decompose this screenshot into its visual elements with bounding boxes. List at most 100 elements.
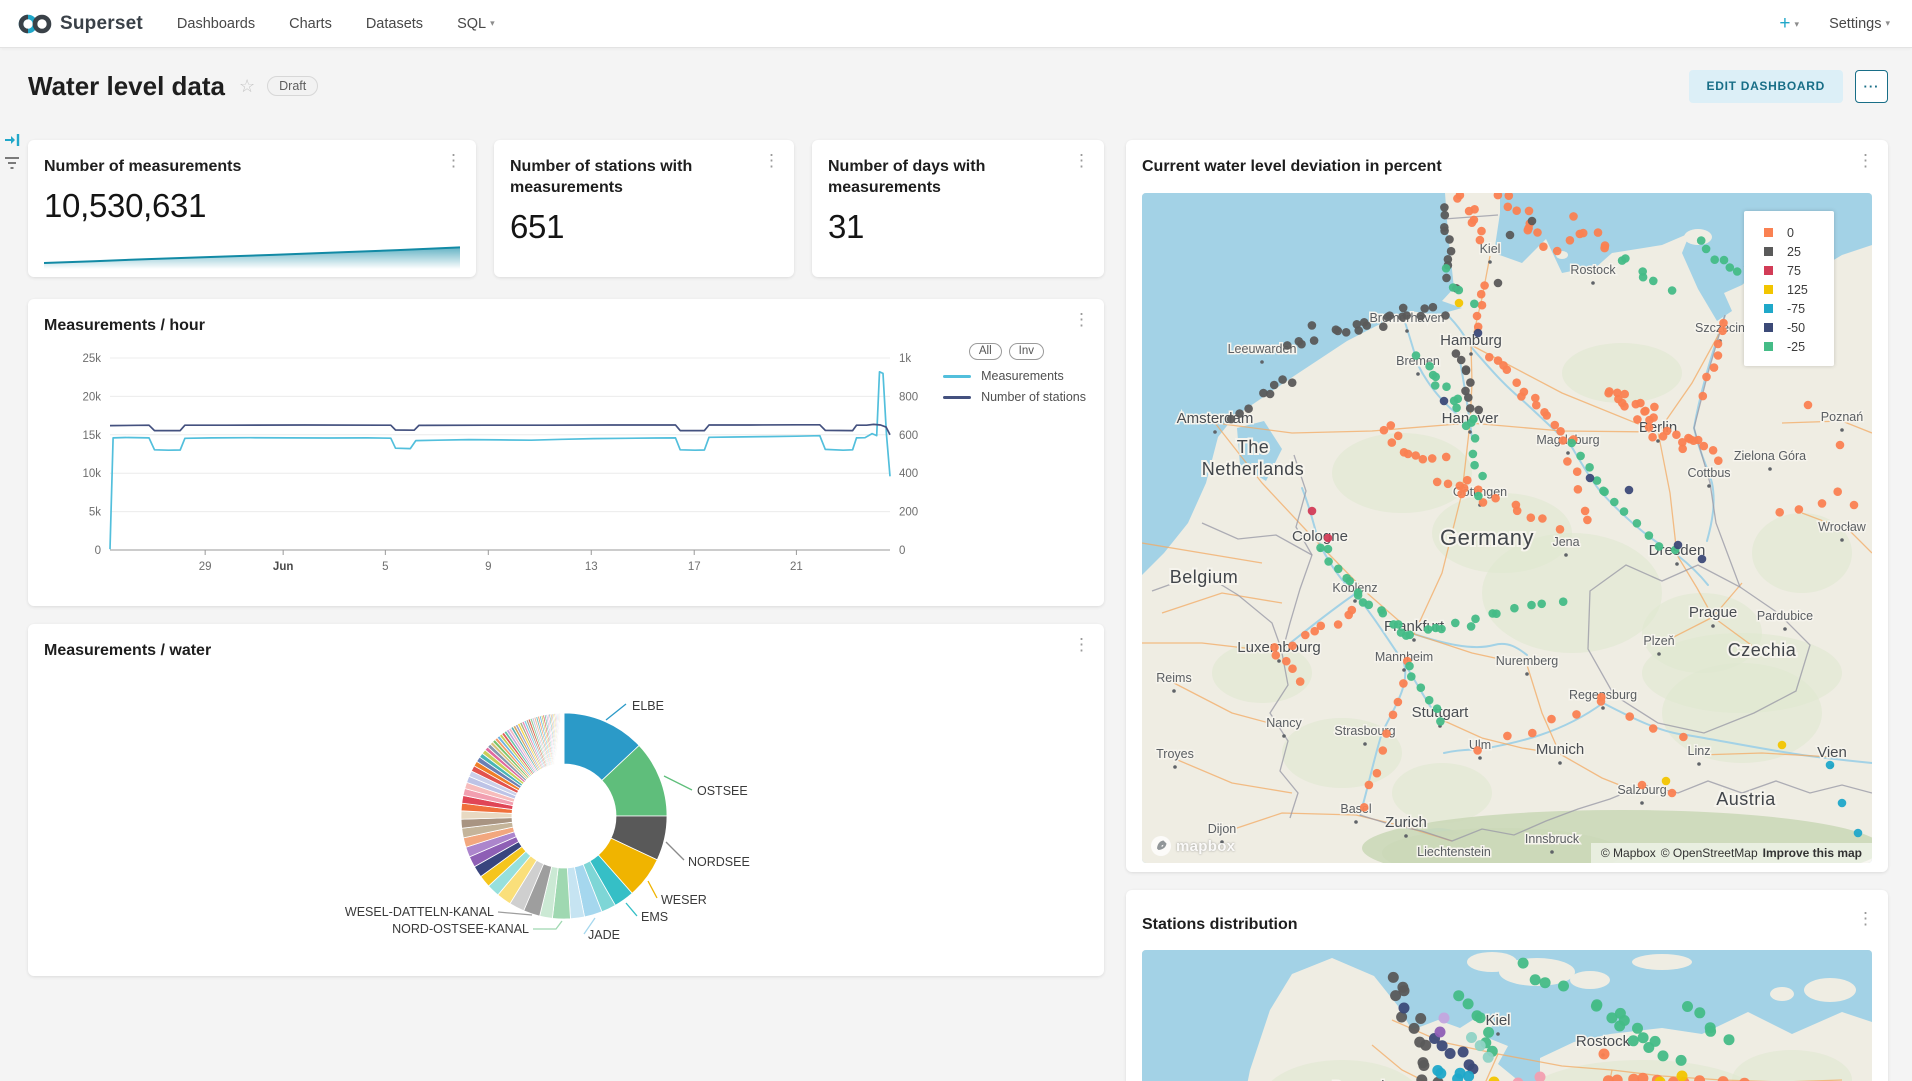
legend-label: -50: [1787, 321, 1805, 335]
svg-text:Austria: Austria: [1716, 789, 1776, 809]
map-legend-item[interactable]: 125: [1764, 280, 1834, 299]
chart-menu-kebab-icon[interactable]: ⋮: [1851, 150, 1880, 171]
svg-text:Jena: Jena: [1552, 535, 1579, 549]
legend-color-swatch: [1764, 323, 1773, 332]
legend-label: 75: [1787, 264, 1801, 278]
chart-menu-kebab-icon[interactable]: ⋮: [1067, 150, 1096, 171]
improve-map-link[interactable]: Improve this map: [1763, 846, 1862, 860]
water-chart-card: Measurements / water ⋮ ELBEOSTSEENORDSEE…: [28, 624, 1104, 976]
top-navbar: Superset Dashboards Charts Datasets SQL▾…: [0, 0, 1912, 48]
settings-menu[interactable]: Settings▾: [1829, 16, 1890, 32]
mapbox-logo[interactable]: mapbox: [1150, 835, 1235, 857]
map-attribution: © Mapbox © OpenStreetMap Improve this ma…: [1591, 843, 1872, 863]
legend-color-swatch: [1764, 228, 1773, 237]
svg-text:Nuremberg: Nuremberg: [1496, 654, 1559, 668]
mapbox-attribution-link[interactable]: © Mapbox: [1601, 846, 1656, 860]
expand-filter-bar-icon[interactable]: [4, 132, 22, 148]
svg-text:Nancy: Nancy: [1266, 716, 1302, 730]
svg-text:200: 200: [899, 507, 918, 519]
svg-text:OSTSEE: OSTSEE: [697, 784, 748, 798]
svg-text:Vien: Vien: [1817, 744, 1847, 761]
nav-item-sql[interactable]: SQL▾: [457, 16, 495, 32]
add-new-button[interactable]: +▾: [1779, 13, 1799, 35]
superset-infinity-icon: [18, 12, 52, 36]
svg-text:Berlin: Berlin: [1639, 419, 1677, 436]
map-legend-item[interactable]: 0: [1764, 223, 1834, 242]
chevron-down-icon: ▾: [490, 18, 495, 28]
stations-map[interactable]: KielRostockBremerhaven: [1142, 950, 1872, 1081]
svg-text:9: 9: [485, 561, 491, 573]
hour-chart-plot[interactable]: 05k10k15k20k25k02004006008001k29Jun59131…: [28, 299, 1104, 606]
legend-label: -25: [1787, 340, 1805, 354]
legend-color-swatch: [1764, 285, 1773, 294]
kpi-card-measurements: Number of measurements ⋮ 10,530,631: [28, 140, 476, 277]
superset-logo[interactable]: Superset: [18, 12, 143, 36]
filter-funnel-icon[interactable]: [4, 156, 20, 170]
draft-badge: Draft: [267, 76, 318, 96]
svg-text:5k: 5k: [89, 507, 101, 519]
svg-text:Czechia: Czechia: [1728, 640, 1797, 660]
svg-text:WESER: WESER: [661, 893, 707, 907]
svg-text:Kiel: Kiel: [1480, 242, 1501, 256]
legend-label: -75: [1787, 302, 1805, 316]
chart-title: Number of days with measurements: [812, 140, 1104, 198]
svg-text:Liechtenstein: Liechtenstein: [1417, 845, 1491, 859]
svg-text:13: 13: [585, 561, 598, 573]
svg-text:Belgium: Belgium: [1170, 567, 1239, 587]
chart-title: Number of measurements: [28, 140, 476, 177]
svg-text:17: 17: [688, 561, 701, 573]
svg-text:Cottbus: Cottbus: [1687, 466, 1730, 480]
svg-text:10k: 10k: [82, 468, 101, 480]
svg-text:Wrocław: Wrocław: [1818, 520, 1867, 534]
svg-text:NORD-OSTSEE-KANAL: NORD-OSTSEE-KANAL: [392, 922, 529, 936]
stations-map-canvas: KielRostockBremerhaven: [1142, 950, 1872, 1081]
svg-text:21: 21: [790, 561, 803, 573]
chart-title: Stations distribution: [1126, 890, 1888, 935]
svg-text:The: The: [1237, 437, 1270, 457]
svg-text:Germany: Germany: [1440, 525, 1534, 550]
legend-color-swatch: [1764, 266, 1773, 275]
svg-text:20k: 20k: [82, 391, 101, 403]
chart-menu-kebab-icon[interactable]: ⋮: [439, 150, 468, 171]
svg-text:Netherlands: Netherlands: [1202, 459, 1305, 479]
map-legend-item[interactable]: -25: [1764, 337, 1834, 356]
header-actions: EDIT DASHBOARD ···: [1689, 70, 1888, 103]
dashboard-header: Water level data ☆ Draft EDIT DASHBOARD …: [0, 48, 1912, 124]
svg-text:Rostock: Rostock: [1576, 1033, 1631, 1050]
svg-text:5: 5: [382, 561, 388, 573]
favorite-star-icon[interactable]: ☆: [239, 76, 255, 97]
svg-text:Zielona Góra: Zielona Góra: [1734, 449, 1806, 463]
map-legend-item[interactable]: 75: [1764, 261, 1834, 280]
water-donut-plot[interactable]: ELBEOSTSEENORDSEEWESEREMSJADENORD-OSTSEE…: [28, 624, 1104, 976]
more-options-button[interactable]: ···: [1855, 70, 1888, 103]
legend-label: 0: [1787, 226, 1794, 240]
mapbox-wordmark: mapbox: [1176, 838, 1235, 855]
chevron-down-icon: ▾: [1795, 19, 1800, 29]
mapbox-icon: [1150, 835, 1172, 857]
osm-attribution-link[interactable]: © OpenStreetMap: [1661, 846, 1758, 860]
svg-text:29: 29: [199, 561, 212, 573]
kpi-sparkline[interactable]: [44, 239, 460, 269]
chart-title: Current water level deviation in percent: [1126, 140, 1888, 177]
kpi-card-days: Number of days with measurements ⋮ 31: [812, 140, 1104, 277]
nav-item-charts[interactable]: Charts: [289, 16, 332, 32]
map-legend-item[interactable]: -50: [1764, 318, 1834, 337]
svg-text:1k: 1k: [899, 353, 911, 365]
svg-text:Rostock: Rostock: [1570, 263, 1616, 277]
legend-color-swatch: [1764, 304, 1773, 313]
filter-rail: [0, 124, 26, 178]
edit-dashboard-button[interactable]: EDIT DASHBOARD: [1689, 70, 1843, 103]
legend-label: 125: [1787, 283, 1808, 297]
kpi-value: 10,530,631: [44, 187, 476, 225]
chart-menu-kebab-icon[interactable]: ⋮: [757, 150, 786, 171]
svg-text:WESEL-DATTELN-KANAL: WESEL-DATTELN-KANAL: [345, 905, 494, 919]
map-legend-item[interactable]: -75: [1764, 299, 1834, 318]
legend-color-swatch: [1764, 247, 1773, 256]
svg-text:800: 800: [899, 391, 918, 403]
map-legend-item[interactable]: 25: [1764, 242, 1834, 261]
nav-item-dashboards[interactable]: Dashboards: [177, 16, 255, 32]
chart-menu-kebab-icon[interactable]: ⋮: [1851, 908, 1880, 929]
nav-item-datasets[interactable]: Datasets: [366, 16, 423, 32]
deviation-map[interactable]: TheNetherlands Belgium Germany Czechia Austr…: [1142, 193, 1872, 863]
svg-text:Jun: Jun: [273, 561, 293, 573]
